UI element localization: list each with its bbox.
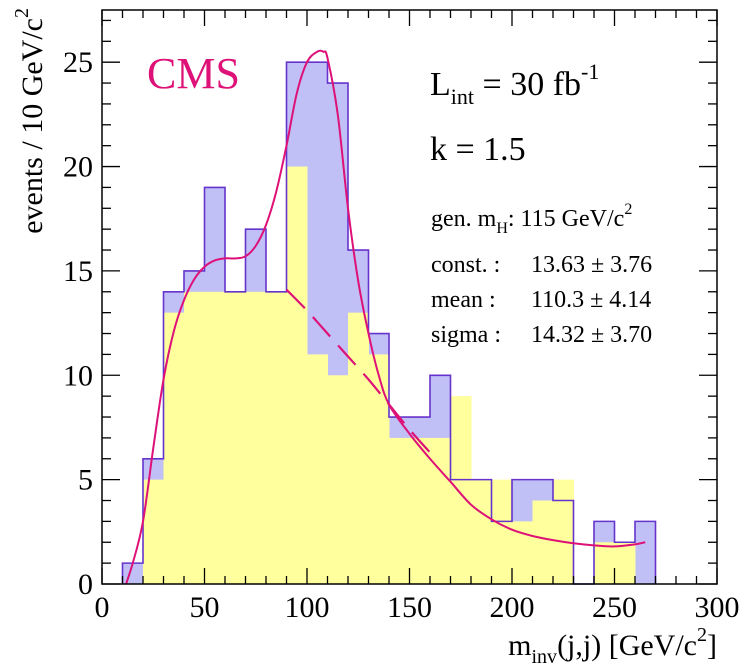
background-bar	[266, 291, 287, 584]
signal-plus-background-fit	[125, 49, 646, 584]
background-bar	[491, 479, 513, 584]
background-bar	[430, 437, 451, 584]
background-bar	[532, 500, 554, 584]
fit-curves	[125, 49, 646, 584]
background-bar	[512, 521, 533, 584]
background-bar	[409, 437, 431, 584]
experiment-label: CMS	[147, 49, 240, 98]
background-bar	[204, 291, 226, 584]
y-tick-label: 10	[63, 359, 93, 392]
y-tick-label: 20	[63, 151, 93, 184]
y-tick-label: 15	[63, 255, 93, 288]
fit-const-label: const. :	[431, 252, 500, 278]
fit-mean-label: mean :	[431, 287, 496, 313]
background-bar	[286, 166, 308, 584]
kfactor-label: k = 1.5	[430, 131, 526, 168]
background-bar	[184, 291, 205, 584]
background-bar	[225, 291, 246, 584]
background-bar	[143, 479, 164, 584]
histogram-bars	[121, 61, 657, 585]
x-tick-label: 200	[490, 591, 535, 624]
fit-mean-value: 110.3 ± 4.14	[531, 287, 651, 313]
x-tick-label: 150	[387, 591, 432, 624]
background-bar	[348, 312, 369, 584]
x-tick-label: 250	[592, 591, 637, 624]
x-tick-label: 300	[695, 591, 740, 624]
gen-mass-label: gen. mH: 115 GeV/c2	[431, 201, 632, 237]
x-axis-label: minv(j,j) [GeV/c2]	[508, 624, 717, 666]
background-bar	[307, 354, 328, 584]
x-tick-label: 100	[285, 591, 330, 624]
background-bar	[245, 291, 267, 584]
background-bar	[450, 396, 472, 584]
background-bar	[327, 375, 349, 584]
fit-const-value: 13.63 ± 3.76	[531, 252, 652, 278]
total-outline	[121, 61, 657, 585]
background-bar	[553, 479, 574, 584]
y-tick-label: 25	[63, 46, 93, 79]
background-bar	[594, 542, 615, 584]
background-bar	[389, 437, 410, 584]
fit-sigma-value: 14.32 ± 3.70	[531, 322, 652, 348]
background-bar	[368, 354, 390, 584]
y-tick-label: 0	[78, 568, 93, 601]
background-bar	[471, 479, 492, 584]
luminosity-label: Lint = 30 fb-1	[430, 59, 599, 109]
y-tick-label: 5	[78, 464, 93, 497]
fit-sigma-label: sigma :	[431, 322, 501, 348]
background-bar	[614, 542, 636, 584]
x-tick-label: 50	[190, 591, 220, 624]
background-bar	[163, 312, 185, 584]
x-tick-label: 0	[95, 591, 110, 624]
total-bar	[635, 521, 656, 584]
y-axis-label: events / 10 GeV/c2	[11, 8, 49, 234]
axes: 0 50 100 150 200 250 300 0 5 10 15 20 25	[63, 9, 740, 624]
